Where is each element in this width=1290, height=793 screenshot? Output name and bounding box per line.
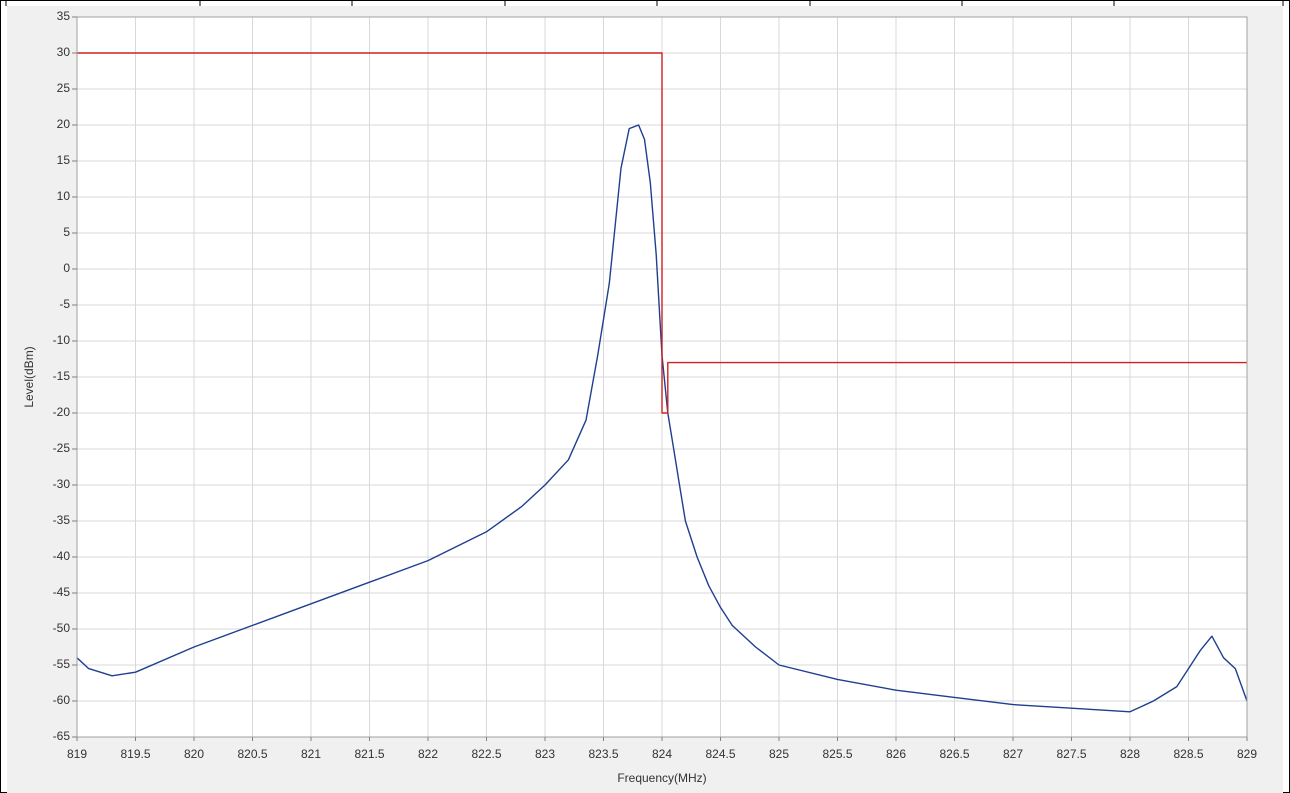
spectrum-trace-line	[76, 124, 1248, 713]
y-tick-label: -55	[53, 657, 71, 671]
y-tick-label: -20	[53, 405, 71, 419]
x-tick-label: 828.5	[1173, 747, 1203, 761]
y-tick-label: 5	[63, 225, 70, 239]
y-tick-label: -50	[53, 621, 71, 635]
series-group	[76, 52, 1248, 713]
limit-mask-line	[77, 52, 1247, 414]
x-tick-label: 823.5	[588, 747, 618, 761]
y-tick-label: -40	[53, 549, 71, 563]
y-tick-label: -60	[53, 693, 71, 707]
y-tick-label: 15	[57, 153, 71, 167]
x-tick-label: 819	[67, 747, 87, 761]
x-tick-label: 826.5	[939, 747, 969, 761]
y-tick-label: 25	[57, 81, 71, 95]
x-axis: 819 819.5 820 820.5 821 821.5 822 822.5 823 823.5…	[67, 737, 1257, 761]
y-tick-label: 20	[57, 117, 71, 131]
y-tick-label: -65	[53, 729, 71, 743]
y-tick-label: -15	[53, 369, 71, 383]
y-tick-label: -35	[53, 513, 71, 527]
y-tick-label: 35	[57, 9, 71, 23]
y-tick-label: 30	[57, 45, 71, 59]
y-axis-label: Level(dBm)	[22, 346, 36, 407]
y-tick-label: -30	[53, 477, 71, 491]
y-tick-label: 0	[63, 261, 70, 275]
x-tick-label: 821	[301, 747, 321, 761]
header-dividers	[5, 0, 1284, 6]
x-tick-label: 828	[1120, 747, 1140, 761]
x-tick-label: 825.5	[822, 747, 852, 761]
x-tick-label: 826	[886, 747, 906, 761]
x-tick-label: 827.5	[1056, 747, 1086, 761]
x-tick-label: 822.5	[471, 747, 501, 761]
x-tick-label: 820	[184, 747, 204, 761]
x-tick-label: 825	[769, 747, 789, 761]
y-tick-label: -45	[53, 585, 71, 599]
x-tick-label: 827	[1003, 747, 1023, 761]
y-tick-label: 10	[57, 189, 71, 203]
x-tick-label: 820.5	[237, 747, 267, 761]
x-tick-label: 821.5	[354, 747, 384, 761]
x-tick-label: 822	[418, 747, 438, 761]
y-tick-label: -25	[53, 441, 71, 455]
x-tick-label: 829	[1237, 747, 1257, 761]
y-tick-label: -10	[53, 333, 71, 347]
y-axis: 35 30 25 20 15 10 5 0 -5 -10 -15 -20 -25 -30 -35 -40 -45…	[53, 9, 77, 743]
x-tick-label: 824	[652, 747, 672, 761]
y-tick-label: -5	[59, 297, 70, 311]
x-tick-label: 819.5	[120, 747, 150, 761]
x-tick-label: 823	[535, 747, 555, 761]
x-axis-label: Frequency(MHz)	[617, 771, 706, 785]
x-tick-label: 824.5	[705, 747, 735, 761]
